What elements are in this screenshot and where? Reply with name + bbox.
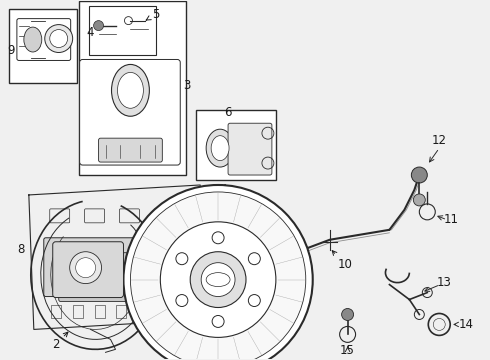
Circle shape xyxy=(50,30,68,48)
Text: 13: 13 xyxy=(437,276,452,289)
Circle shape xyxy=(190,252,246,307)
Text: 2: 2 xyxy=(52,332,68,351)
FancyBboxPatch shape xyxy=(59,253,147,302)
Ellipse shape xyxy=(211,136,229,161)
Text: 15: 15 xyxy=(340,344,355,357)
FancyBboxPatch shape xyxy=(98,138,162,162)
Circle shape xyxy=(123,185,313,360)
Text: 14: 14 xyxy=(459,318,474,331)
Bar xyxy=(9,9,76,84)
Text: 5: 5 xyxy=(146,8,159,21)
Ellipse shape xyxy=(112,64,149,116)
Circle shape xyxy=(342,309,354,320)
Text: 11: 11 xyxy=(444,213,459,226)
Circle shape xyxy=(176,294,188,306)
FancyBboxPatch shape xyxy=(17,19,71,60)
Text: 7: 7 xyxy=(204,213,219,226)
Circle shape xyxy=(412,167,427,183)
Circle shape xyxy=(75,258,96,278)
FancyBboxPatch shape xyxy=(228,123,272,175)
Ellipse shape xyxy=(24,27,42,52)
Ellipse shape xyxy=(206,129,234,167)
Bar xyxy=(73,305,83,319)
FancyBboxPatch shape xyxy=(80,59,180,165)
Bar xyxy=(117,305,126,319)
FancyBboxPatch shape xyxy=(53,242,123,298)
Circle shape xyxy=(201,263,235,297)
Circle shape xyxy=(212,315,224,328)
Bar xyxy=(51,305,61,319)
Circle shape xyxy=(212,232,224,244)
Bar xyxy=(89,6,156,55)
Circle shape xyxy=(160,222,276,337)
Text: 12: 12 xyxy=(432,134,447,147)
Bar xyxy=(78,1,186,175)
Circle shape xyxy=(130,192,306,360)
Text: 10: 10 xyxy=(332,251,352,271)
Circle shape xyxy=(414,194,425,206)
Bar xyxy=(138,305,148,319)
Circle shape xyxy=(248,253,260,265)
Text: 1: 1 xyxy=(249,289,309,306)
Circle shape xyxy=(176,253,188,265)
Circle shape xyxy=(94,21,103,31)
Text: 4: 4 xyxy=(87,26,95,39)
Text: 9: 9 xyxy=(7,44,15,57)
Text: 8: 8 xyxy=(17,243,24,256)
Circle shape xyxy=(70,252,101,284)
Text: 3: 3 xyxy=(184,79,191,92)
Bar xyxy=(196,110,276,180)
Text: 6: 6 xyxy=(224,106,232,119)
Ellipse shape xyxy=(118,72,144,108)
Circle shape xyxy=(45,24,73,53)
Bar xyxy=(95,305,104,319)
Circle shape xyxy=(248,294,260,306)
FancyBboxPatch shape xyxy=(44,238,147,297)
